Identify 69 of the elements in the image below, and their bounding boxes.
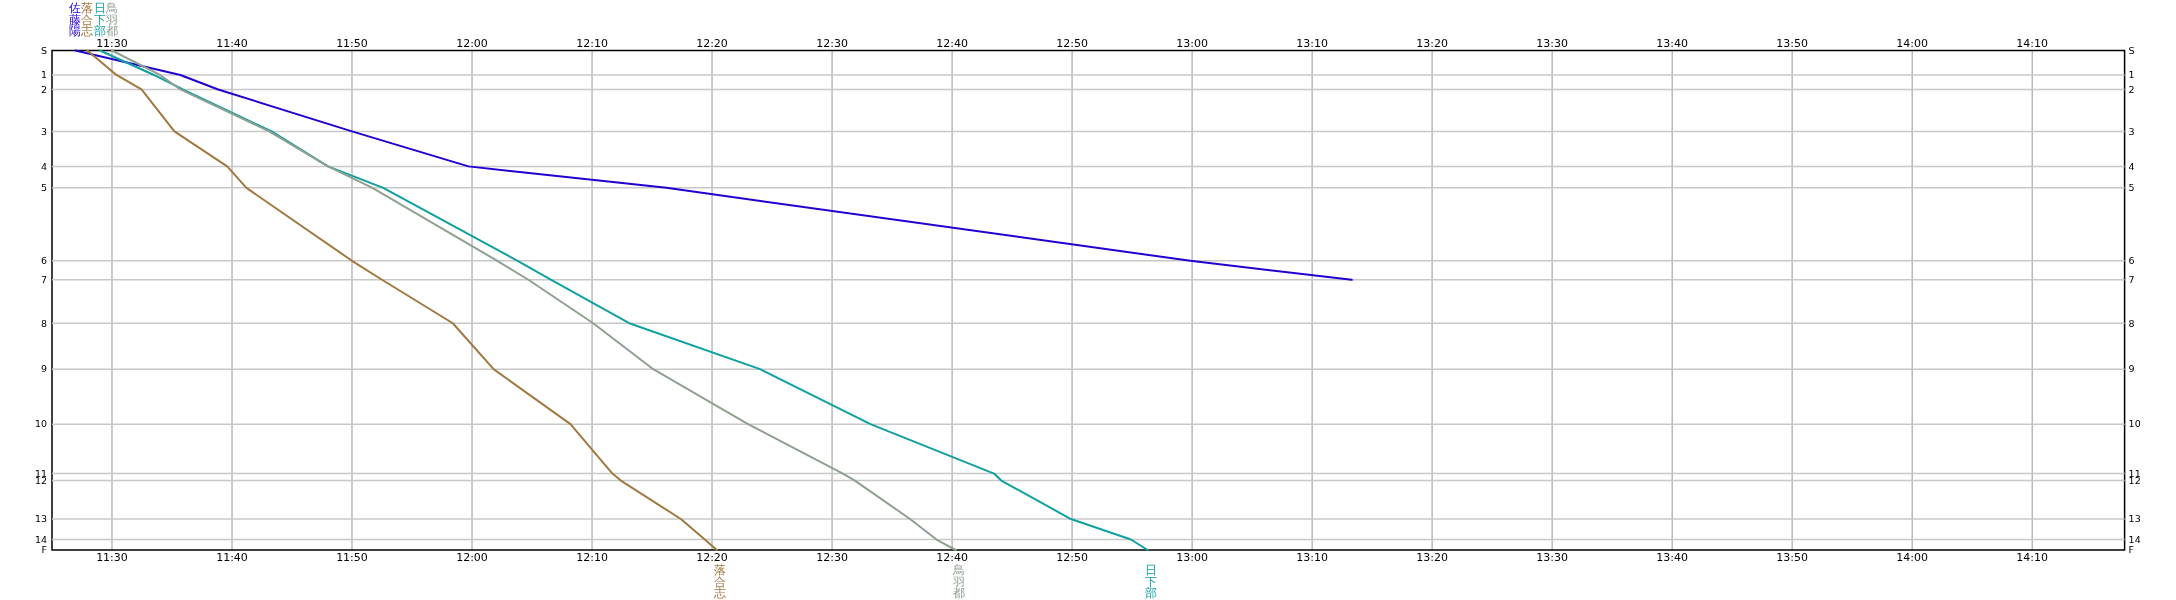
x-tick-label: 13:10	[1296, 551, 1328, 564]
text: 10	[2128, 418, 2141, 430]
x2-tick-label: 11:40	[216, 36, 248, 50]
text: 2	[40, 83, 47, 95]
x2-tick-label: 11:50	[336, 36, 368, 50]
x-tick-label: 11:50	[336, 551, 368, 564]
x2-tick-label: 12:00	[456, 36, 488, 50]
x-tick-label: 13:30	[1536, 551, 1568, 564]
x-tick-label: 12:50	[1056, 551, 1088, 564]
x-tick-label: 13:00	[1176, 551, 1208, 564]
text: 1	[2128, 69, 2135, 81]
text: 8	[40, 317, 47, 329]
series-label: 日下部	[1144, 563, 1157, 600]
text: 7	[2128, 274, 2135, 286]
text: 1	[40, 69, 47, 81]
series-label: 佐藤陽	[69, 1, 82, 39]
x2-tick-label: 13:40	[1656, 36, 1689, 50]
x2-tick-label: 13:20	[1416, 36, 1448, 50]
x2-tick-label: 13:00	[1176, 36, 1208, 50]
x2-tick-label: 12:10	[576, 36, 608, 50]
x-tick-label: 11:40	[216, 551, 248, 564]
text: 10	[34, 418, 47, 430]
text: 鳥羽都	[105, 1, 118, 39]
x2-tick-label: 12:50	[1056, 36, 1088, 50]
text: S	[40, 44, 47, 56]
x2-tick-label: 13:10	[1296, 36, 1328, 50]
x2-tick-label: 11:30	[96, 36, 128, 50]
text: 日下部	[93, 1, 106, 39]
text: 9	[40, 363, 47, 375]
x-tick-label: 11:30	[96, 551, 128, 564]
text: 3	[40, 125, 47, 137]
text: 14	[34, 533, 47, 545]
text: 14	[2128, 533, 2141, 545]
text: 13	[34, 513, 47, 525]
series-label: 鳥羽都	[951, 563, 965, 600]
x-tick-label: 12:40	[936, 551, 968, 564]
x-tick-label: 14:00	[1896, 551, 1929, 564]
x-tick-label: 13:20	[1416, 551, 1448, 564]
x-tick-label: 12:30	[816, 551, 848, 564]
x2-tick-label: 14:10	[2016, 36, 2049, 50]
x-tick-label: 12:20	[696, 551, 728, 564]
text: F	[41, 544, 47, 556]
text: 4	[2128, 160, 2135, 172]
x2-tick-label: 12:30	[816, 36, 848, 50]
text: 3	[2128, 125, 2135, 137]
text: 5	[2128, 182, 2135, 194]
text: 落合志	[81, 1, 94, 39]
text: 7	[40, 274, 47, 286]
x2-tick-label: 13:30	[1536, 36, 1568, 50]
text: 9	[2128, 363, 2135, 375]
x-tick-label: 13:40	[1656, 551, 1689, 564]
text: 6	[2128, 255, 2135, 267]
x-tick-label: 13:50	[1776, 551, 1808, 564]
x2-tick-label: 13:50	[1776, 36, 1808, 50]
text: S	[2128, 44, 2135, 56]
text: 6	[40, 255, 47, 267]
text: 4	[40, 160, 47, 172]
x-tick-label: 14:10	[2016, 551, 2049, 564]
x2-tick-label: 12:40	[936, 36, 968, 50]
text: 2	[2128, 83, 2135, 95]
x2-tick-label: 14:00	[1896, 36, 1929, 50]
text: 13	[2128, 513, 2141, 525]
text: F	[2128, 544, 2135, 556]
x2-tick-label: 12:20	[696, 36, 728, 50]
x-tick-label: 12:00	[456, 551, 488, 564]
x-tick-label: 12:10	[576, 551, 608, 564]
text: 8	[2128, 317, 2135, 329]
text: 5	[40, 182, 47, 194]
series-label: 落合志	[713, 563, 726, 600]
